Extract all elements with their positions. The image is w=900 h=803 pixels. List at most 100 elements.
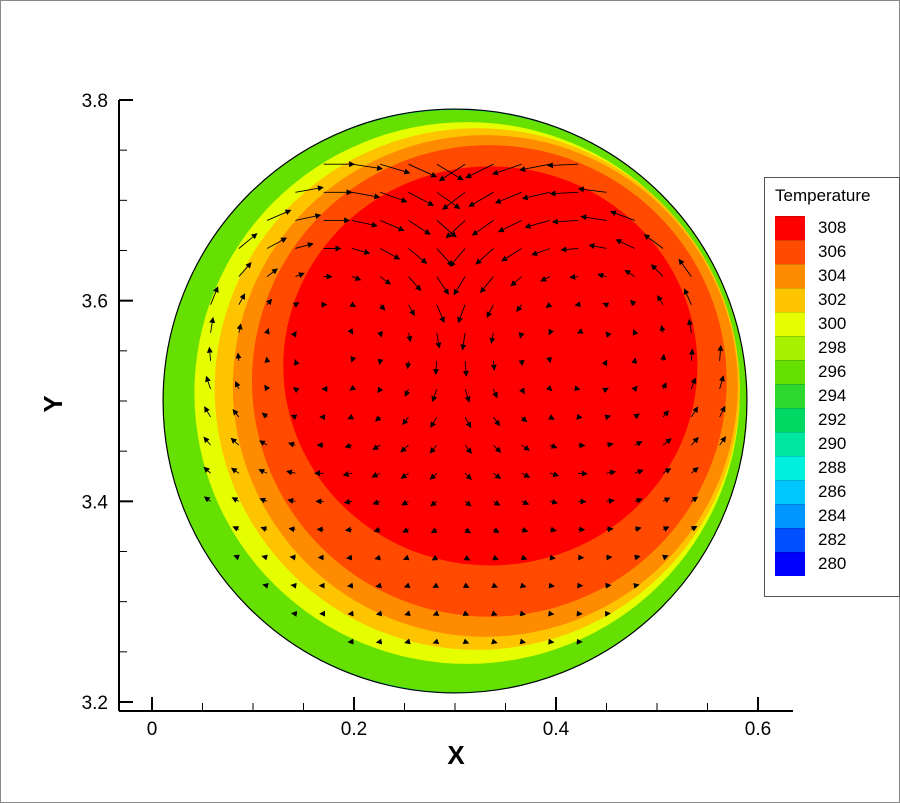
- y-tick-label: 3.8: [82, 91, 108, 112]
- velocity-arrow: [493, 527, 500, 533]
- legend-label: 284: [818, 506, 847, 525]
- legend-swatch: [775, 216, 805, 240]
- velocity-arrow: [288, 526, 296, 533]
- velocity-arrow: [631, 385, 638, 393]
- velocity-arrow: [372, 444, 381, 450]
- velocity-arrow: [463, 554, 471, 561]
- legend-swatch: [775, 384, 805, 408]
- velocity-arrow: [431, 554, 439, 561]
- velocity-arrow: [401, 499, 409, 506]
- velocity-arrow: [609, 210, 635, 221]
- velocity-arrow: [261, 554, 268, 561]
- velocity-arrow: [549, 526, 557, 533]
- velocity-arrow: [546, 162, 579, 169]
- velocity-arrow: [457, 304, 466, 324]
- legend-swatch: [775, 504, 805, 528]
- velocity-arrow: [464, 444, 472, 454]
- velocity-arrow: [569, 273, 579, 280]
- legend-swatch: [775, 288, 805, 312]
- legend-row: 306: [775, 240, 895, 264]
- velocity-arrow: [464, 416, 472, 429]
- velocity-arrow: [374, 415, 382, 422]
- velocity-arrow: [606, 526, 614, 533]
- velocity-arrow: [464, 500, 472, 507]
- velocity-arrow: [351, 248, 371, 255]
- velocity-arrow: [683, 288, 692, 305]
- velocity-arrow: [497, 219, 522, 233]
- velocity-arrow: [266, 298, 273, 306]
- velocity-arrow: [404, 610, 411, 617]
- y-tick-label: 3.4: [82, 492, 109, 513]
- velocity-arrow: [580, 214, 607, 221]
- x-axis-title: X: [447, 740, 465, 770]
- velocity-arrow: [460, 332, 467, 351]
- legend-label: 296: [818, 362, 847, 381]
- velocity-arrow: [230, 437, 240, 446]
- velocity-arrow: [462, 582, 470, 588]
- velocity-arrow: [286, 469, 296, 476]
- velocity-arrow: [449, 248, 466, 267]
- velocity-arrow: [465, 163, 494, 179]
- velocity-arrow: [493, 500, 501, 506]
- velocity-arrow: [490, 360, 497, 371]
- velocity-arrow: [235, 352, 242, 361]
- velocity-arrow: [432, 610, 440, 616]
- velocity-arrow: [400, 472, 409, 479]
- velocity-arrow: [531, 248, 551, 256]
- velocity-arrow: [659, 324, 666, 333]
- velocity-arrow: [351, 163, 384, 171]
- velocity-arrow: [501, 248, 522, 262]
- velocity-arrow: [631, 357, 638, 364]
- velocity-arrow: [375, 638, 383, 645]
- velocity-arrow: [266, 237, 288, 249]
- velocity-arrow: [238, 262, 252, 277]
- velocity-arrow: [492, 388, 498, 399]
- x-tick-label: 0: [147, 719, 158, 740]
- velocity-arrow: [602, 302, 610, 309]
- velocity-arrow: [719, 375, 725, 390]
- velocity-arrow: [546, 385, 553, 392]
- velocity-arrow: [379, 304, 386, 311]
- velocity-arrow: [494, 191, 522, 204]
- velocity-arrow: [518, 332, 525, 339]
- velocity-arrow: [519, 387, 525, 395]
- velocity-arrow: [650, 264, 664, 277]
- legend-row: 300: [775, 312, 895, 336]
- velocity-arrow: [408, 248, 428, 264]
- velocity-arrow: [690, 525, 698, 532]
- legend-row: 284: [775, 504, 895, 528]
- velocity-arrow: [605, 331, 612, 338]
- velocity-arrow: [660, 353, 667, 361]
- velocity-arrow: [633, 413, 640, 420]
- velocity-arrow: [662, 410, 670, 418]
- velocity-arrow: [436, 276, 449, 295]
- legend-swatch: [775, 264, 805, 288]
- velocity-arrow: [634, 497, 643, 504]
- velocity-arrow: [662, 526, 670, 532]
- velocity-arrow: [374, 554, 382, 561]
- velocity-arrow: [234, 380, 241, 390]
- velocity-arrow: [624, 269, 636, 277]
- velocity-arrow: [492, 554, 499, 561]
- velocity-arrow: [578, 442, 586, 449]
- velocity-arrow: [232, 409, 240, 418]
- velocity-arrow: [379, 276, 392, 285]
- legend-label: 294: [818, 386, 847, 405]
- velocity-arrow: [445, 220, 466, 239]
- velocity-arrow: [236, 323, 243, 333]
- velocity-arrow: [471, 220, 494, 236]
- velocity-vectors: [203, 161, 727, 645]
- legend-swatch: [775, 408, 805, 432]
- velocity-arrow: [344, 526, 353, 533]
- velocity-arrow: [436, 220, 457, 238]
- velocity-arrow: [347, 413, 354, 420]
- velocity-arrow: [438, 163, 466, 182]
- velocity-arrow: [204, 406, 211, 418]
- velocity-arrow: [231, 497, 240, 503]
- velocity-arrow: [691, 466, 699, 474]
- velocity-arrow: [290, 414, 298, 421]
- legend-swatch: [775, 360, 805, 384]
- velocity-arrow: [373, 526, 381, 533]
- velocity-arrow: [662, 554, 669, 561]
- velocity-arrow: [377, 358, 384, 366]
